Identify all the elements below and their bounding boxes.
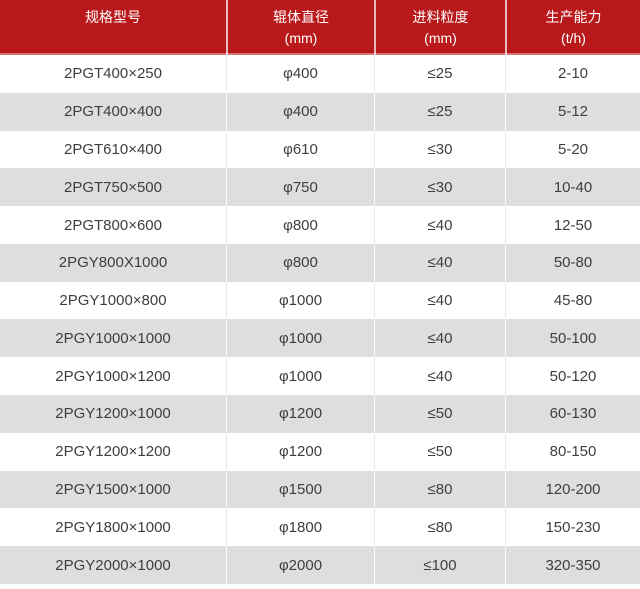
feed-size-cell: ≤50 bbox=[374, 432, 505, 471]
diameter-cell: φ1200 bbox=[226, 432, 374, 471]
diameter-cell: φ610 bbox=[226, 130, 374, 169]
column-header-capacity: 生产能力 (t/h) bbox=[505, 0, 640, 55]
column-header-label: 辊体直径 bbox=[273, 9, 329, 25]
diameter-cell: φ1800 bbox=[226, 508, 374, 547]
model-cell: 2PGT800×600 bbox=[64, 216, 162, 234]
capacity-cell: 50-100 bbox=[505, 319, 640, 358]
column-header-feed-size: 进料粒度 (mm) bbox=[374, 0, 505, 55]
model-cell: 2PGY1000×1200 bbox=[55, 367, 171, 385]
column-header-roller-diameter: 辊体直径 (mm) bbox=[226, 0, 374, 55]
table-row: 2PGT750×500 φ750 ≤30 10-40 bbox=[0, 168, 640, 207]
capacity-cell: 120-200 bbox=[505, 470, 640, 509]
model-cell: 2PGY1000×800 bbox=[59, 292, 167, 310]
column-header-label: 生产能力 bbox=[545, 9, 602, 25]
table-row: 2PGY1200×1200 φ1200 ≤50 80-150 bbox=[0, 432, 640, 471]
column-header-model: 规格型号 bbox=[0, 0, 226, 55]
table-row: 2PGY2000×1000 φ2000 ≤100 320-350 bbox=[0, 546, 640, 584]
model-cell: 2PGT610×400 bbox=[64, 140, 162, 158]
model-cell: 2PGT400×400 bbox=[64, 103, 162, 121]
table-header-row: 规格型号 辊体直径 (mm) 进料粒度 (mm) 生产能力 (t/h) bbox=[0, 0, 640, 55]
capacity-cell: 150-230 bbox=[505, 508, 640, 547]
column-header-unit: (mm) bbox=[284, 30, 318, 46]
table-row: 2PGY1200×1000 φ1200 ≤50 60-130 bbox=[0, 395, 640, 433]
table-row: 2PGY800X1000 φ800 ≤40 50-80 bbox=[0, 243, 640, 282]
column-header-unit: (mm) bbox=[424, 30, 457, 46]
feed-size-cell: ≤80 bbox=[374, 508, 505, 547]
diameter-cell: φ1000 bbox=[226, 357, 374, 396]
column-header-unit: (t/h) bbox=[561, 30, 586, 46]
diameter-cell: φ800 bbox=[226, 243, 374, 282]
feed-size-cell: ≤30 bbox=[374, 168, 505, 207]
diameter-cell: φ1000 bbox=[226, 319, 374, 358]
diameter-cell: φ1200 bbox=[226, 395, 374, 433]
table-row: 2PGT400×250 φ400 ≤25 2-10 bbox=[0, 55, 640, 93]
capacity-cell: 50-120 bbox=[505, 357, 640, 396]
diameter-cell: φ800 bbox=[226, 206, 374, 244]
feed-size-cell: ≤40 bbox=[374, 206, 505, 244]
table-row: 2PGT400×400 φ400 ≤25 5-12 bbox=[0, 92, 640, 131]
table-row: 2PGT610×400 φ610 ≤30 5-20 bbox=[0, 130, 640, 169]
feed-size-cell: ≤80 bbox=[374, 470, 505, 509]
model-cell: 2PGT750×500 bbox=[64, 178, 162, 196]
column-header-label: 规格型号 bbox=[85, 9, 141, 25]
diameter-cell: φ2000 bbox=[226, 546, 374, 584]
capacity-cell: 12-50 bbox=[505, 206, 640, 244]
model-cell: 2PGY1200×1000 bbox=[55, 405, 171, 423]
model-cell: 2PGY800X1000 bbox=[58, 254, 168, 272]
capacity-cell: 10-40 bbox=[505, 168, 640, 207]
diameter-cell: φ1500 bbox=[226, 470, 374, 509]
feed-size-cell: ≤40 bbox=[374, 319, 505, 358]
feed-size-cell: ≤40 bbox=[374, 281, 505, 320]
capacity-cell: 2-10 bbox=[505, 55, 640, 93]
model-cell: 2PGY1000×1000 bbox=[55, 329, 171, 347]
table-row: 2PGY1800×1000 φ1800 ≤80 150-230 bbox=[0, 508, 640, 547]
model-cell: 2PGY1800×1000 bbox=[55, 518, 171, 536]
capacity-cell: 80-150 bbox=[505, 432, 640, 471]
model-cell: 2PGY1200×1200 bbox=[55, 443, 171, 461]
feed-size-cell: ≤25 bbox=[374, 92, 505, 131]
capacity-cell: 45-80 bbox=[505, 281, 640, 320]
capacity-cell: 320-350 bbox=[505, 546, 640, 584]
capacity-cell: 60-130 bbox=[505, 395, 640, 433]
table-body: 2PGT400×250 φ400 ≤25 2-10 2PGT400×400 φ4… bbox=[0, 55, 640, 584]
feed-size-cell: ≤40 bbox=[374, 357, 505, 396]
model-cell: 2PGY2000×1000 bbox=[55, 556, 171, 574]
column-header-label: 进料粒度 bbox=[412, 9, 469, 25]
feed-size-cell: ≤40 bbox=[374, 243, 505, 282]
table-row: 2PGY1000×800 φ1000 ≤40 45-80 bbox=[0, 281, 640, 320]
capacity-cell: 5-20 bbox=[505, 130, 640, 169]
feed-size-cell: ≤100 bbox=[374, 546, 505, 584]
diameter-cell: φ1000 bbox=[226, 281, 374, 320]
table-row: 2PGT800×600 φ800 ≤40 12-50 bbox=[0, 206, 640, 244]
capacity-cell: 50-80 bbox=[505, 243, 640, 282]
table-row: 2PGY1000×1200 φ1000 ≤40 50-120 bbox=[0, 357, 640, 396]
feed-size-cell: ≤25 bbox=[374, 55, 505, 93]
feed-size-cell: ≤30 bbox=[374, 130, 505, 169]
table-row: 2PGY1000×1000 φ1000 ≤40 50-100 bbox=[0, 319, 640, 358]
table-row: 2PGY1500×1000 φ1500 ≤80 120-200 bbox=[0, 470, 640, 509]
feed-size-cell: ≤50 bbox=[374, 395, 505, 433]
diameter-cell: φ400 bbox=[226, 55, 374, 93]
model-cell: 2PGT400×250 bbox=[64, 65, 162, 83]
capacity-cell: 5-12 bbox=[505, 92, 640, 131]
diameter-cell: φ750 bbox=[226, 168, 374, 207]
model-cell: 2PGY1500×1000 bbox=[55, 480, 171, 498]
diameter-cell: φ400 bbox=[226, 92, 374, 131]
